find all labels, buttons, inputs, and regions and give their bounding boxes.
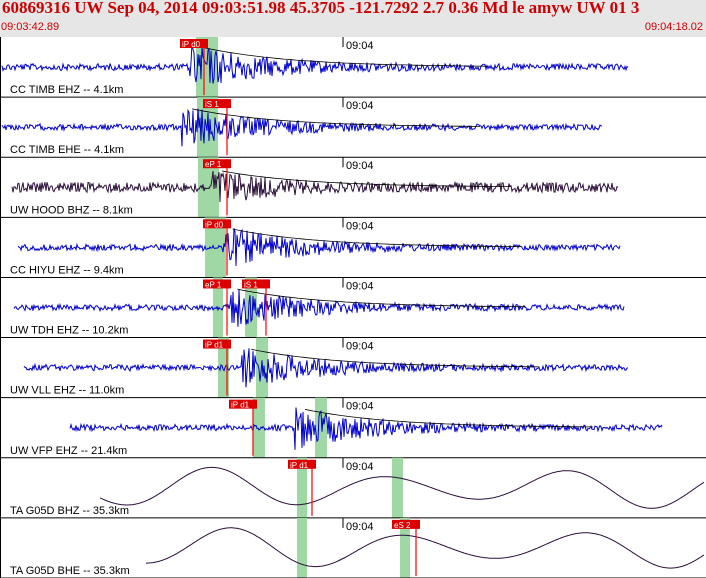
- coda-curve: [221, 170, 510, 187]
- trace-row[interactable]: 09:04 iP d0 CC TIMB EHZ -- 4.1km: [0, 37, 706, 98]
- pick-label: eP 1: [205, 280, 222, 289]
- coda-curve: [251, 348, 540, 368]
- pick-window: [392, 457, 403, 518]
- waveform: [1, 108, 602, 147]
- pick-tag[interactable]: [180, 39, 208, 48]
- pick-label: iP d1: [290, 461, 309, 470]
- window-start-time: 09:03:42.89: [1, 21, 60, 33]
- pick-tag[interactable]: [288, 459, 316, 469]
- coda-curve: [191, 108, 480, 127]
- coda-curve: [304, 409, 594, 428]
- trace-row[interactable]: 09:04 eP 1 UW HOOD BHZ -- 8.1km: [0, 157, 706, 218]
- trace-row[interactable]: 09:04 iP d1 TA G05D BHZ -- 35.3km: [0, 457, 706, 519]
- window-end-time: 09:04:18.02: [644, 21, 703, 33]
- pick-window: [297, 457, 307, 518]
- pick-label: eP 1: [205, 160, 222, 169]
- channel-label: CC HIYU EHZ -- 9.4km: [10, 264, 124, 276]
- coda-curve: [237, 288, 526, 308]
- minute-label: 09:04: [346, 100, 374, 112]
- waveform: [1, 43, 629, 84]
- pick-window: [253, 397, 265, 458]
- pick-label: eS 2: [394, 521, 411, 530]
- waveform: [146, 527, 705, 569]
- pick-label: iP d1: [231, 401, 250, 410]
- minute-label: 09:04: [346, 160, 374, 172]
- pick-label: iP d0: [182, 40, 201, 49]
- channel-label: UW HOOD BHZ -- 8.1km: [10, 204, 133, 216]
- pick-window: [208, 37, 218, 98]
- event-title: 60869316 UW Sep 04, 2014 09:03:51.98 45.…: [2, 0, 640, 17]
- trace-row[interactable]: 09:04 iP d0 CC HIYU EHZ -- 9.4km: [0, 217, 706, 278]
- minute-label: 09:04: [346, 280, 374, 292]
- trace-row[interactable]: 09:04 iP d1 UW VFP EHZ -- 21.4km: [0, 397, 706, 459]
- channel-label: TA G05D BHE -- 35.3km: [10, 565, 130, 577]
- pick-tag[interactable]: [203, 99, 231, 109]
- pick-tag[interactable]: [203, 219, 231, 229]
- pick-tag[interactable]: [203, 279, 231, 289]
- waveform: [69, 407, 663, 450]
- trace-row[interactable]: 09:04 iS 1 CC TIMB EHE -- 4.1km: [0, 97, 706, 158]
- seismogram-panel: 09:04 iP d0 CC TIMB EHZ -- 4.1km 09:04 iS 1 C…: [0, 37, 706, 578]
- pick-window: [297, 517, 307, 578]
- pick-window: [215, 217, 226, 278]
- waveform: [13, 289, 625, 327]
- trace-row[interactable]: 09:04 iP d1 UW VLL EHZ -- 11.0km: [0, 337, 706, 399]
- pick-window: [196, 37, 208, 98]
- minute-label: 09:04: [346, 40, 374, 52]
- coda-curve: [232, 228, 521, 247]
- pick-tag[interactable]: [229, 399, 257, 409]
- trace-row[interactable]: 09:04 eS 2 TA G05D BHE -- 35.3km: [0, 517, 706, 578]
- pick-label: iP d1: [205, 341, 224, 350]
- pick-tag[interactable]: [203, 339, 231, 349]
- minute-label: 09:04: [346, 341, 374, 353]
- channel-label: CC TIMB EHE -- 4.1km: [10, 144, 124, 156]
- trace-row[interactable]: 09:04 eP 1 iS 1 UW TDH EHZ -- 10.2km: [0, 277, 706, 339]
- waveform: [17, 228, 621, 266]
- pick-label: iS 1: [205, 100, 219, 109]
- minute-label: 09:04: [346, 401, 374, 413]
- event-header: 60869316 UW Sep 04, 2014 09:03:51.98 45.…: [0, 0, 706, 37]
- pick-window: [213, 277, 223, 338]
- channel-label: TA G05D BHZ -- 35.3km: [10, 505, 129, 517]
- pick-window: [400, 517, 410, 578]
- channel-label: UW VFP EHZ -- 21.4km: [10, 445, 127, 457]
- pick-label: iS 1: [244, 280, 258, 289]
- waveform: [11, 170, 619, 203]
- pick-window: [197, 97, 207, 158]
- pick-tag[interactable]: [242, 279, 270, 289]
- pick-window: [218, 337, 229, 398]
- waveform: [23, 348, 629, 388]
- pick-window: [315, 397, 327, 458]
- minute-label: 09:04: [346, 461, 374, 473]
- pick-label: iP d0: [205, 220, 224, 229]
- waveform: [99, 466, 705, 509]
- channel-label: UW TDH EHZ -- 10.2km: [10, 325, 128, 337]
- minute-label: 09:04: [346, 220, 374, 232]
- channel-label: UW VLL EHZ -- 11.0km: [10, 385, 124, 397]
- minute-label: 09:04: [346, 521, 374, 533]
- coda-curve: [199, 46, 488, 67]
- pick-window: [207, 97, 218, 158]
- channel-label: CC TIMB EHZ -- 4.1km: [10, 84, 123, 96]
- pick-tag[interactable]: [203, 159, 231, 169]
- pick-tag[interactable]: [392, 519, 420, 529]
